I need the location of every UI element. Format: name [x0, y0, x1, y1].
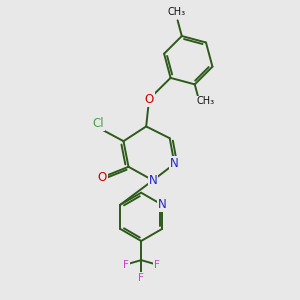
Text: F: F: [138, 273, 144, 283]
Text: F: F: [154, 260, 159, 269]
Text: N: N: [148, 174, 157, 187]
Text: N: N: [158, 198, 167, 211]
Text: F: F: [123, 260, 129, 269]
Text: N: N: [170, 157, 179, 170]
Text: O: O: [145, 93, 154, 106]
Text: Cl: Cl: [93, 117, 104, 130]
Text: CH₃: CH₃: [196, 97, 214, 106]
Text: O: O: [98, 171, 106, 184]
Text: CH₃: CH₃: [167, 7, 185, 17]
